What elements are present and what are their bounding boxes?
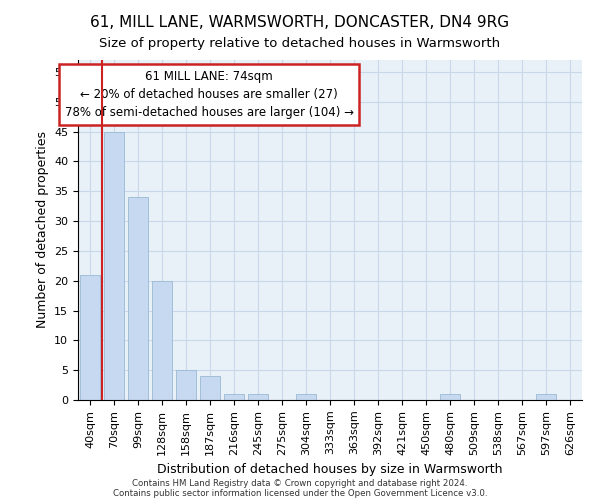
Bar [200,376,220,400]
Text: Size of property relative to detached houses in Warmsworth: Size of property relative to detached ho… [100,38,500,51]
Bar [128,197,148,400]
Text: Contains public sector information licensed under the Open Government Licence v3: Contains public sector information licen… [113,488,487,498]
X-axis label: Distribution of detached houses by size in Warmsworth: Distribution of detached houses by size … [157,463,503,476]
Bar [224,394,244,400]
Bar [104,132,124,400]
Bar [176,370,196,400]
Text: 61 MILL LANE: 74sqm
← 20% of detached houses are smaller (27)
78% of semi-detach: 61 MILL LANE: 74sqm ← 20% of detached ho… [65,70,353,119]
Y-axis label: Number of detached properties: Number of detached properties [35,132,49,328]
Text: Contains HM Land Registry data © Crown copyright and database right 2024.: Contains HM Land Registry data © Crown c… [132,478,468,488]
Bar [248,394,268,400]
Bar [296,394,316,400]
Bar [80,274,100,400]
Bar [440,394,460,400]
Bar [152,280,172,400]
Bar [536,394,556,400]
Text: 61, MILL LANE, WARMSWORTH, DONCASTER, DN4 9RG: 61, MILL LANE, WARMSWORTH, DONCASTER, DN… [91,15,509,30]
